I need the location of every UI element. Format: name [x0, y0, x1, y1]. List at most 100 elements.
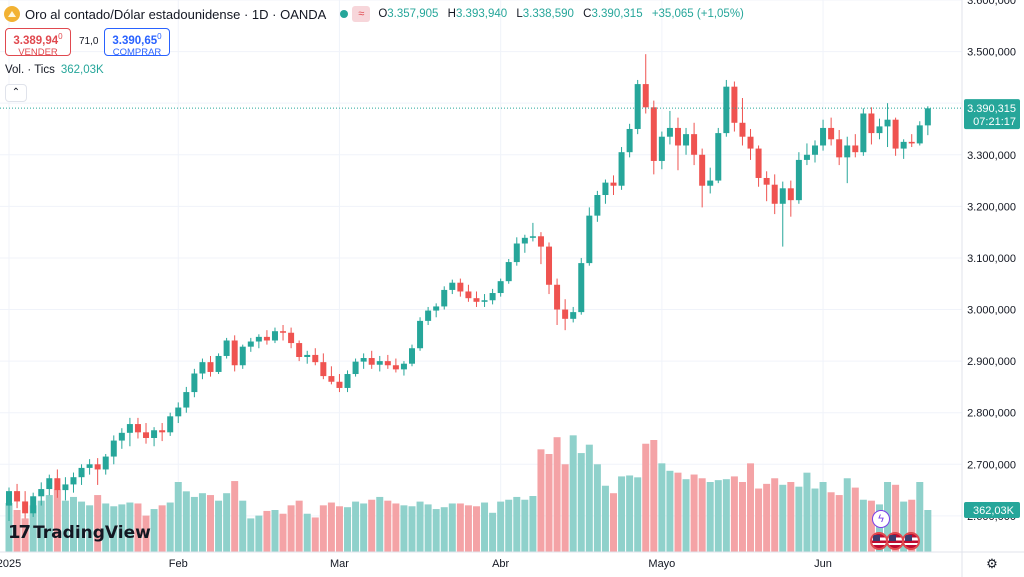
x-tick-label: Mar [330, 558, 349, 570]
candle-body [336, 381, 343, 388]
volume-bar [867, 500, 875, 552]
candle-body [642, 84, 649, 108]
candle-body [38, 489, 45, 497]
candle-body [699, 154, 706, 186]
candle-body [384, 361, 391, 366]
volume-bar [400, 505, 408, 552]
volume-bar [29, 505, 37, 552]
candle-body [900, 141, 907, 149]
indicator-button[interactable]: ≈ [352, 6, 371, 22]
volume-bar [94, 495, 102, 552]
sell-button[interactable]: 3.389,940 VENDER [5, 28, 71, 58]
volume-bar [811, 488, 819, 552]
candle-body [618, 152, 625, 186]
spread-value: 71,0 [79, 36, 99, 47]
candle-body [836, 139, 843, 158]
candle-body [449, 282, 456, 290]
candle-body [497, 281, 504, 294]
tradingview-logo-text: TradingView [33, 522, 151, 543]
candle-body [360, 358, 367, 362]
volume-bar [827, 492, 835, 552]
candle-body [916, 125, 923, 144]
chart-legend: Oro al contado/Dólar estadounidense · 1D… [4, 4, 744, 24]
volume-bar [472, 506, 480, 552]
candle-body [143, 432, 150, 438]
volume-bar [553, 437, 561, 552]
volume-bar [666, 470, 674, 552]
candle-body [296, 343, 303, 357]
volume-bar [464, 505, 472, 552]
volume-bar [545, 454, 553, 552]
volume-bar [134, 503, 142, 552]
symbol-title[interactable]: Oro al contado/Dólar estadounidense · 1D… [25, 6, 327, 22]
candle-body [731, 86, 738, 123]
candle-body [263, 336, 270, 341]
volume-bar [166, 502, 174, 552]
volume-bar [448, 503, 456, 552]
volume-bar [319, 505, 327, 552]
y-tick-label: 3.100,000 [967, 253, 1016, 265]
y-tick-label: 3.300,000 [967, 150, 1016, 162]
us-flag-event-icon[interactable] [902, 532, 920, 550]
settings-gear-icon[interactable]: ⚙ [986, 556, 998, 571]
volume-bar [859, 499, 867, 552]
volume-bar [263, 510, 271, 552]
volume-bar [521, 499, 529, 552]
sell-label: VENDER [18, 46, 58, 58]
candle-body [546, 246, 553, 285]
volume-bar [618, 476, 626, 552]
volume-bar [787, 482, 795, 552]
candle-body [666, 127, 673, 137]
candle-body [554, 284, 561, 310]
volume-bar [86, 505, 94, 552]
y-tick-label: 3.500,000 [967, 47, 1016, 59]
sell-price: 3.389,94 [13, 34, 59, 47]
candle-body [409, 348, 415, 364]
event-flash-icon[interactable]: ϟ [872, 510, 890, 528]
candle-body [570, 312, 577, 319]
candle-body [441, 289, 448, 307]
candle-body [320, 362, 327, 377]
candle-body [288, 332, 295, 344]
candle-body [392, 365, 399, 370]
y-tick-label: 2.800,000 [967, 408, 1016, 420]
candle-body [54, 478, 61, 491]
candle-body [425, 310, 432, 321]
volume-bar [440, 507, 448, 552]
volume-bar [755, 488, 763, 552]
volume-bar [110, 506, 118, 552]
candle-body [271, 331, 278, 341]
candle-body [787, 188, 794, 201]
volume-bar [432, 509, 440, 552]
candle-body [312, 354, 319, 363]
volume-bar [690, 474, 698, 552]
volume-bar [61, 500, 69, 552]
tradingview-logo[interactable]: 17 TradingView [8, 522, 151, 543]
volume-bar [561, 464, 569, 552]
volume-bar [158, 505, 166, 552]
candle-body [465, 291, 472, 299]
x-tick-label: Jun [814, 558, 832, 570]
candle-body [134, 424, 141, 433]
volume-bar [722, 479, 730, 552]
candle-body [860, 113, 867, 153]
collapse-legend-button[interactable]: ⌃ [5, 84, 27, 102]
volume-bar [142, 515, 150, 552]
volume-bar [819, 482, 827, 552]
volume-bar [892, 484, 900, 552]
candle-body [62, 484, 69, 491]
candle-body [14, 491, 21, 502]
candle-body [151, 430, 158, 438]
volume-bar [537, 449, 545, 552]
volume-bar [456, 503, 464, 552]
candle-body [876, 126, 883, 134]
candle-body [723, 86, 730, 134]
volume-bar [190, 496, 198, 552]
candle-body [739, 122, 746, 137]
volume-bar [916, 482, 924, 552]
candle-body [70, 477, 77, 485]
volume-bar [642, 443, 650, 552]
buy-button[interactable]: 3.390,650 COMPRAR [104, 28, 170, 58]
volume-bar [908, 499, 916, 552]
